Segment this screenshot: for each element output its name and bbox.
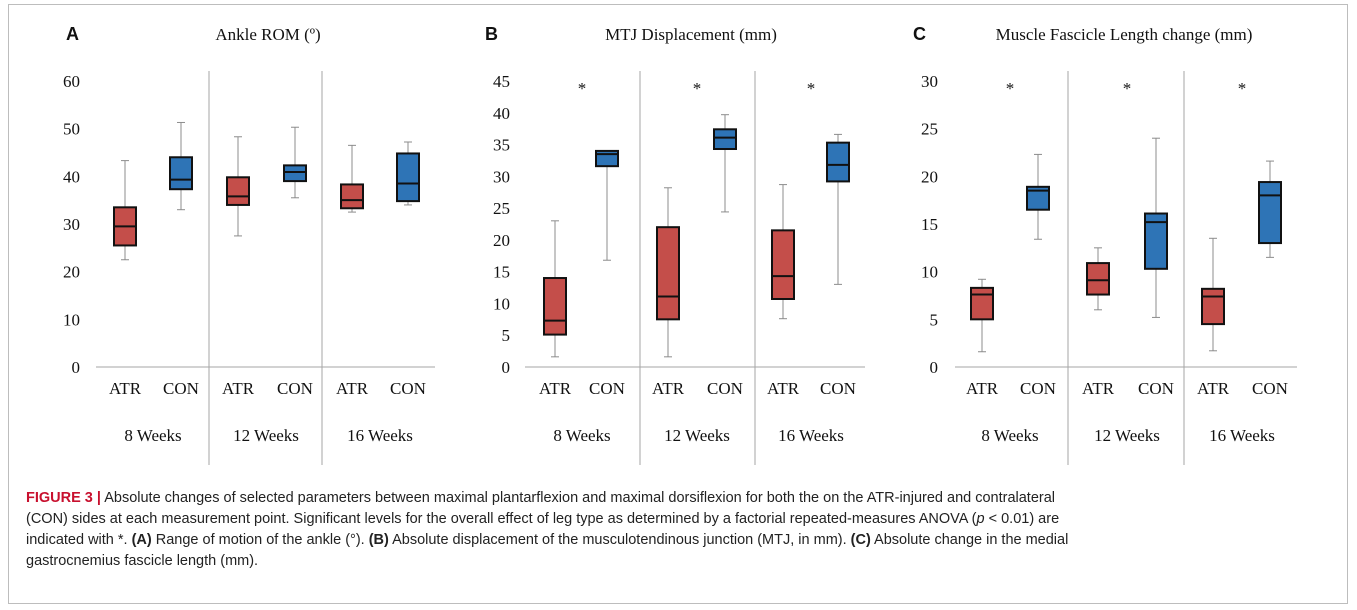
caption-figure-label: FIGURE 3 |	[26, 490, 101, 506]
panel-b-category-label: CON	[589, 379, 625, 398]
panel-c-category-label: CON	[1252, 379, 1288, 398]
caption-b-label: (B)	[368, 532, 389, 548]
panel-c-y-tick-label: 10	[921, 263, 938, 282]
panel-c-y-tick-label: 20	[921, 167, 938, 186]
panel-a-category-label: CON	[163, 379, 199, 398]
caption-p-symbol: p	[976, 511, 985, 527]
panel-b-y-tick-label: 30	[493, 167, 510, 186]
caption-line-1: FIGURE 3 | Absolute changes of selected …	[26, 488, 1336, 509]
panel-c-significance-star: *	[1006, 79, 1015, 98]
panel-c-significance-star: *	[1123, 79, 1132, 98]
panel-b-category-label: CON	[707, 379, 743, 398]
panel-a-box-atr-12-weeks	[226, 176, 250, 206]
panel-b-significance-star: *	[807, 79, 816, 98]
panel-a-category-label: ATR	[336, 379, 369, 398]
panel-a-y-tick-label: 30	[63, 215, 80, 234]
panel-a-y-tick-label: 40	[63, 167, 80, 186]
panel-b-y-tick-label: 35	[493, 136, 510, 155]
panel-a-category-label: ATR	[109, 379, 142, 398]
panel-c-category-label: CON	[1138, 379, 1174, 398]
panel-b-y-tick-label: 5	[502, 326, 511, 345]
panel-c-box-con-8-weeks	[1026, 185, 1050, 211]
panel-c-box-con-16-weeks	[1258, 181, 1282, 245]
panel-a-y-tick-label: 0	[72, 358, 81, 377]
panel-c-y-tick-label: 5	[930, 310, 939, 329]
panel-c-category-label: ATR	[1082, 379, 1115, 398]
panel-a-group-label: 16 Weeks	[347, 426, 413, 445]
panel-c-group-label: 16 Weeks	[1209, 426, 1275, 445]
panel-a-box-atr-16-weeks	[340, 183, 364, 210]
panel-c-group-label: 12 Weeks	[1094, 426, 1160, 445]
panel-c-category-label: CON	[1020, 379, 1056, 398]
panel-c-significance-star: *	[1238, 79, 1247, 98]
panel-a-y-tick-label: 60	[63, 72, 80, 91]
panel-c-y-tick-label: 15	[921, 215, 938, 234]
panel-b-title: MTJ Displacement (mm)	[605, 25, 777, 44]
panel-b-significance-star: *	[693, 79, 702, 98]
panel-c-title: Muscle Fascicle Length change (mm)	[996, 25, 1253, 44]
panel-b-y-tick-label: 10	[493, 294, 510, 313]
panel-c-y-tick-label: 25	[921, 120, 938, 139]
panel-b-y-tick-label: 45	[493, 72, 510, 91]
panel-c-box-atr-8-weeks	[970, 286, 994, 321]
caption-c-text: Absolute change in the medial	[870, 532, 1069, 548]
caption-line-3: indicated with *. (A) Range of motion of…	[26, 530, 1336, 551]
panel-b-box-con-16-weeks	[826, 141, 850, 183]
panel-b-box-atr-12-weeks	[656, 226, 680, 321]
panel-b-y-tick-label: 20	[493, 231, 510, 250]
panel-b-y-tick-label: 40	[493, 104, 510, 123]
panel-a-box-con-8-weeks	[169, 156, 193, 191]
panel-b-group-label: 12 Weeks	[664, 426, 730, 445]
panel-c-category-label: ATR	[966, 379, 999, 398]
caption-line-3-start: indicated with *.	[26, 532, 132, 548]
panel-a-y-tick-label: 50	[63, 120, 80, 139]
caption-line-2-end: < 0.01) are	[984, 511, 1060, 527]
caption-a-text: Range of motion of the ankle (°).	[151, 532, 369, 548]
panel-a-box-con-12-weeks	[283, 164, 307, 183]
panel-c-category-label: ATR	[1197, 379, 1230, 398]
panel-a-group-label: 8 Weeks	[124, 426, 181, 445]
panel-c-letter: C	[913, 24, 926, 44]
panel-c-y-tick-label: 0	[930, 358, 939, 377]
panel-c-y-tick-label: 30	[921, 72, 938, 91]
panel-a-box-con-16-weeks	[396, 152, 420, 203]
panel-b-category-label: ATR	[767, 379, 800, 398]
caption-c-label: (C)	[850, 532, 871, 548]
caption-line-4-text: gastrocnemius fascicle length (mm).	[26, 553, 259, 569]
panel-b-group-label: 16 Weeks	[778, 426, 844, 445]
panel-a-group-label: 12 Weeks	[233, 426, 299, 445]
panel-c-box-atr-16-weeks	[1201, 287, 1225, 326]
panel-a-category-label: CON	[277, 379, 313, 398]
panel-a-category-label: ATR	[222, 379, 255, 398]
panel-b-significance-star: *	[578, 79, 587, 98]
panel-a-y-tick-label: 10	[63, 310, 80, 329]
figure-caption: FIGURE 3 | Absolute changes of selected …	[26, 488, 1336, 572]
panel-b-box-atr-8-weeks	[543, 277, 567, 336]
caption-line-4: gastrocnemius fascicle length (mm).	[26, 551, 1336, 572]
panel-c-box-atr-12-weeks	[1086, 262, 1110, 296]
panel-b-category-label: CON	[820, 379, 856, 398]
panel-b-category-label: ATR	[652, 379, 685, 398]
panel-b-box-con-12-weeks	[713, 128, 737, 151]
panel-b-category-label: ATR	[539, 379, 572, 398]
panel-b-y-tick-label: 25	[493, 199, 510, 218]
panel-c-box-con-12-weeks	[1144, 212, 1168, 270]
panel-c-group-label: 8 Weeks	[981, 426, 1038, 445]
panel-a-category-label: CON	[390, 379, 426, 398]
panel-a-title: Ankle ROM (º)	[215, 25, 320, 44]
panel-b-y-tick-label: 0	[502, 358, 511, 377]
panel-b-box-atr-16-weeks	[771, 229, 795, 300]
caption-b-text: Absolute displacement of the musculotend…	[388, 532, 851, 548]
caption-line-2: (CON) sides at each measurement point. S…	[26, 509, 1336, 530]
panel-b-group-label: 8 Weeks	[553, 426, 610, 445]
caption-line-2-text: (CON) sides at each measurement point. S…	[26, 511, 977, 527]
panel-a-letter: A	[66, 24, 79, 44]
caption-a-label: (A)	[131, 532, 152, 548]
panel-b-y-tick-label: 15	[493, 263, 510, 282]
panel-a-y-tick-label: 20	[63, 263, 80, 282]
caption-line-1-text: Absolute changes of selected parameters …	[104, 490, 1056, 506]
panel-b-letter: B	[485, 24, 498, 44]
